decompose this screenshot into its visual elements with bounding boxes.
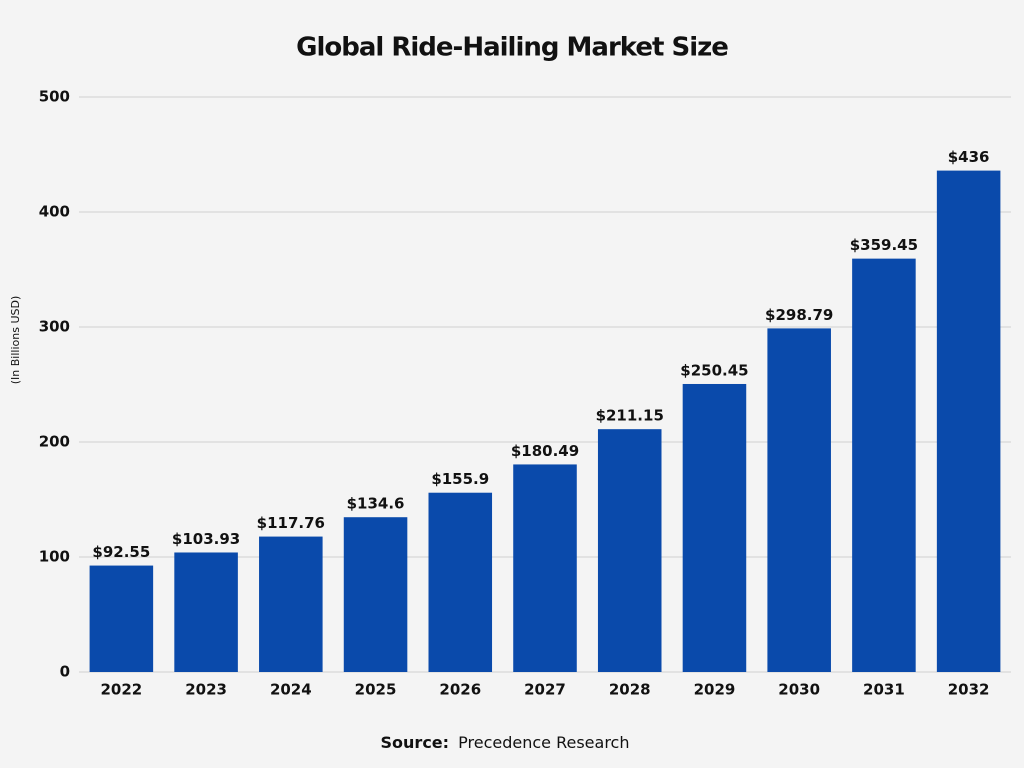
value-label: $436 (948, 148, 990, 166)
bar (852, 258, 916, 672)
x-tick-label: 2031 (863, 681, 905, 699)
y-tick-label: 0 (60, 663, 70, 681)
bar (936, 170, 1001, 672)
y-tick-label: 100 (39, 548, 70, 566)
x-tick-label: 2029 (694, 681, 736, 699)
y-tick-label: 400 (39, 203, 70, 221)
bar (343, 517, 408, 672)
value-label: $117.76 (257, 514, 325, 532)
source-text: Precedence Research (458, 733, 629, 752)
x-tick-label: 2024 (270, 681, 312, 699)
x-tick-label: 2032 (948, 681, 990, 699)
x-tick-label: 2030 (778, 681, 820, 699)
x-tick-label: 2022 (100, 681, 142, 699)
bar (428, 492, 493, 672)
y-tick-label: 200 (39, 433, 70, 451)
bar (513, 464, 577, 672)
y-axis-label: (In Billions USD) (9, 296, 22, 385)
x-tick-label: 2026 (439, 681, 481, 699)
x-tick-label: 2027 (524, 681, 566, 699)
bar (597, 429, 662, 672)
x-tick-label: 2025 (355, 681, 397, 699)
bar (682, 383, 747, 672)
source-label: Source: (381, 733, 450, 752)
bar (767, 328, 831, 672)
value-label: $359.45 (850, 236, 918, 254)
value-label: $211.15 (596, 407, 664, 425)
value-label: $92.55 (92, 543, 150, 561)
bar (259, 536, 323, 672)
value-label: $103.93 (172, 530, 240, 548)
chart-title: Global Ride-Hailing Market Size (296, 33, 728, 63)
value-label: $134.6 (347, 495, 405, 513)
x-tick-label: 2023 (185, 681, 227, 699)
value-label: $298.79 (765, 306, 833, 324)
bar (89, 565, 154, 672)
bar (174, 552, 238, 672)
y-tick-label: 300 (39, 318, 70, 336)
source: Source: Precedence Research (381, 733, 630, 752)
y-tick-label: 500 (39, 88, 70, 106)
value-label: $155.9 (431, 470, 489, 488)
value-label: $250.45 (680, 361, 748, 379)
value-label: $180.49 (511, 442, 579, 460)
x-tick-label: 2028 (609, 681, 651, 699)
